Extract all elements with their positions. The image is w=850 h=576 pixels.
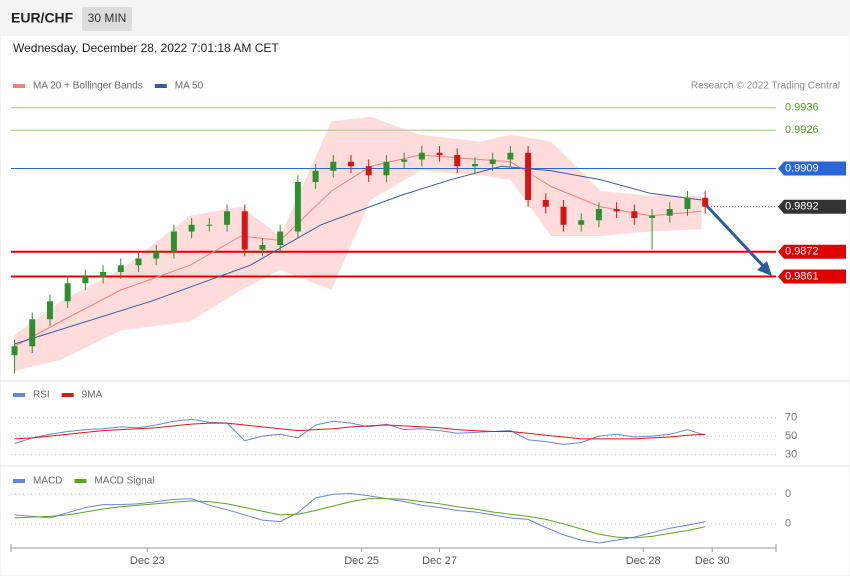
indicator-line — [14, 498, 706, 539]
candle-body — [401, 159, 408, 162]
candle-body — [294, 182, 301, 232]
candle-body — [277, 231, 284, 245]
candle-body — [365, 166, 372, 176]
ma-line — [14, 165, 702, 345]
candle-body — [631, 211, 638, 218]
candle-body — [348, 161, 354, 167]
candle-body — [471, 164, 478, 167]
candle-body — [117, 265, 124, 272]
candle-body — [82, 276, 89, 284]
candle-body — [489, 159, 496, 164]
legend-label: RSI — [33, 390, 50, 401]
candle-body — [436, 152, 443, 155]
candle-body — [135, 258, 142, 266]
candle-body — [666, 209, 673, 216]
level-label: 0.9909 — [785, 162, 819, 174]
level-label: 0.9872 — [785, 246, 819, 258]
candle-body — [330, 161, 337, 171]
y-tick-label: 0 — [785, 488, 791, 500]
legend-swatch — [74, 479, 87, 483]
candle-body — [188, 224, 195, 232]
candle-body — [702, 197, 709, 207]
candle-body — [170, 231, 177, 252]
legend-swatch — [13, 84, 25, 88]
x-tick-label: Dec 25 — [344, 555, 379, 567]
candle-body — [11, 346, 18, 356]
candle-body — [649, 215, 656, 218]
level-label-box — [778, 269, 846, 284]
candle-body — [153, 251, 160, 259]
candle-body — [29, 319, 36, 347]
x-tick-label: Dec 27 — [422, 555, 457, 567]
candle-body — [312, 170, 319, 182]
level-label: 0.9926 — [785, 124, 819, 136]
interval[interactable]: 30 MIN — [88, 11, 127, 25]
indicator-line — [14, 492, 706, 544]
candle-body — [46, 301, 53, 320]
level-label-box — [778, 161, 846, 176]
x-tick-label: Dec 30 — [695, 555, 730, 567]
level-label-box — [778, 244, 846, 259]
legend-swatch — [61, 393, 74, 397]
legend-label: MACD — [33, 476, 62, 487]
plot-layer: MA 20 + Bollinger Bands MA 50 0.9936 0.9926… — [10, 81, 846, 567]
header-bar — [0, 0, 850, 36]
legend-swatch — [13, 393, 25, 397]
candle-body — [578, 220, 585, 225]
candle-body — [206, 224, 213, 226]
legend-swatch — [13, 479, 25, 483]
legend-label: 9MA — [82, 390, 103, 401]
timestamp: Wednesday, December 28, 2022 7:01:18 AM … — [13, 41, 279, 55]
x-tick-label: Dec 23 — [130, 555, 165, 567]
y-tick-label: 50 — [785, 430, 797, 442]
candle-body — [613, 209, 620, 212]
source: Research © 2022 Trading Central — [691, 81, 840, 92]
legend-swatch — [154, 84, 167, 88]
candle-body — [525, 152, 532, 200]
interval-badge[interactable] — [82, 7, 132, 31]
candle-body — [418, 152, 425, 160]
candle-body — [560, 206, 567, 225]
candle-body — [241, 211, 248, 250]
level-label: 0.9861 — [785, 270, 819, 282]
symbol: EUR/CHF — [11, 10, 74, 26]
candle-body — [224, 211, 231, 225]
candle-body — [383, 161, 390, 176]
legend-label: MA 50 — [175, 81, 204, 92]
y-tick-label: 0 — [785, 518, 791, 530]
candle-body — [507, 152, 514, 160]
level-label-box — [778, 199, 846, 214]
candle-body — [684, 197, 691, 209]
projection-arrow — [705, 204, 772, 276]
level-label: 0.9936 — [785, 102, 819, 114]
legend-label: MA 20 + Bollinger Bands — [33, 81, 143, 92]
candle-body — [454, 155, 461, 167]
candle-body — [100, 272, 107, 277]
y-tick-label: 30 — [785, 449, 797, 461]
legend-label: MACD Signal — [94, 476, 154, 487]
candle-body — [64, 283, 71, 302]
indicator-line — [14, 422, 706, 440]
y-tick-label: 70 — [785, 412, 797, 424]
level-label: 0.9892 — [785, 201, 819, 213]
x-tick-label: Dec 28 — [626, 555, 661, 567]
candle-body — [542, 200, 549, 207]
candle-body — [595, 209, 602, 221]
candle-body — [259, 245, 266, 250]
